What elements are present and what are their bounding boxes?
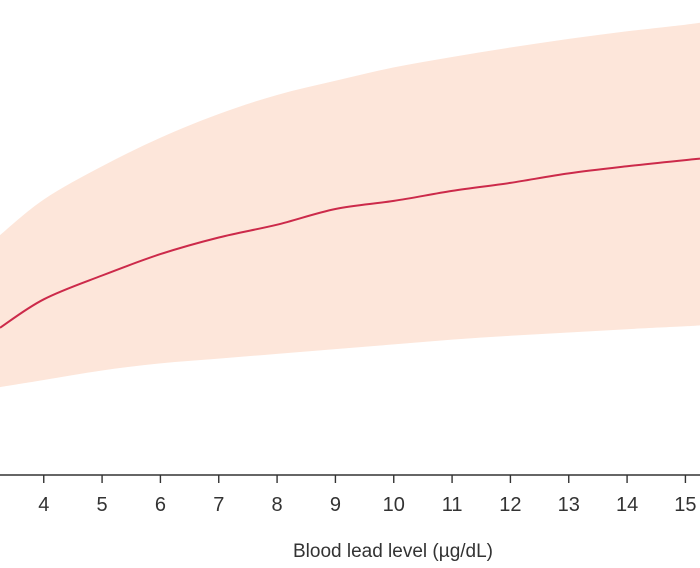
x-tick-label-4: 4 (38, 494, 49, 516)
x-tick-label-14: 14 (616, 494, 638, 516)
confidence-band (0, 22, 700, 388)
series-line (0, 157, 700, 329)
x-tick-label-7: 7 (213, 494, 224, 516)
x-tick-label-12: 12 (499, 494, 521, 516)
x-tick-label-13: 13 (558, 494, 580, 516)
x-tick-label-9: 9 (330, 494, 341, 516)
x-axis-ticks: 4 5 6 7 8 9 10 11 12 13 14 15 (38, 475, 697, 516)
x-tick-label-15: 15 (674, 494, 696, 516)
x-tick-label-10: 10 (383, 494, 405, 516)
x-axis-title: Blood lead level (µg/dL) (293, 541, 493, 562)
x-tick-label-8: 8 (272, 494, 283, 516)
x-tick-label-5: 5 (97, 494, 108, 516)
x-tick-label-11: 11 (442, 494, 463, 516)
x-tick-label-6: 6 (155, 494, 166, 516)
